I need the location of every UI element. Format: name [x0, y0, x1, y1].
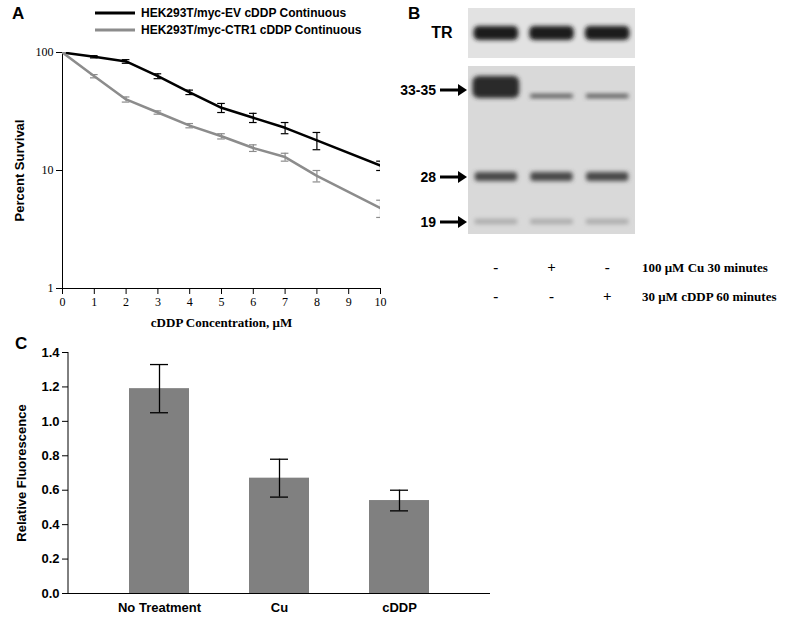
svg-text:7: 7 — [282, 295, 288, 309]
svg-text:1: 1 — [91, 295, 97, 309]
html-text:C: C — [15, 334, 28, 353]
svg-text:cDDP: cDDP — [382, 600, 417, 615]
svg-text:0.4: 0.4 — [41, 517, 60, 532]
svg-text:100: 100 — [36, 45, 54, 59]
svg-text:9: 9 — [346, 295, 352, 309]
svg-text:Percent Survival: Percent Survival — [12, 120, 27, 222]
html-text:HEK293T/myc-CTR1 cDDP Continuo: HEK293T/myc-CTR1 cDDP Continuous — [141, 22, 362, 37]
svg-text:1.2: 1.2 — [41, 379, 59, 394]
html-text:B: B — [408, 4, 421, 23]
svg-text:2: 2 — [123, 295, 129, 309]
svg-text:Cu: Cu — [271, 600, 288, 615]
svg-text:+: + — [547, 259, 556, 275]
svg-text:0.0: 0.0 — [41, 586, 59, 601]
svg-text:5: 5 — [219, 295, 225, 309]
svg-text:No Treatment: No Treatment — [118, 600, 202, 615]
svg-text:-: - — [493, 259, 498, 275]
svg-text:10: 10 — [42, 163, 54, 177]
svg-text:19: 19 — [420, 214, 436, 230]
svg-text:1.0: 1.0 — [41, 414, 59, 429]
svg-text:6: 6 — [250, 295, 256, 309]
svg-text:-: - — [549, 288, 554, 304]
svg-text:1.4: 1.4 — [41, 345, 60, 360]
svg-text:3: 3 — [155, 295, 161, 309]
svg-text:-: - — [605, 259, 610, 275]
svg-text:33-35: 33-35 — [400, 82, 436, 98]
svg-text:4: 4 — [187, 295, 193, 309]
html-text:A: A — [12, 4, 25, 23]
svg-text:-: - — [493, 288, 498, 304]
svg-text:1: 1 — [48, 281, 54, 295]
svg-text:10: 10 — [375, 295, 387, 309]
html-text:HEK293T/myc-EV cDDP Continuous: HEK293T/myc-EV cDDP Continuous — [141, 5, 347, 20]
svg-text:0.8: 0.8 — [41, 448, 59, 463]
svg-text:Relative Fluorescence: Relative Fluorescence — [14, 404, 29, 541]
svg-text:+: + — [603, 288, 612, 304]
svg-text:0.2: 0.2 — [41, 551, 59, 566]
svg-text:30 μM cDDP 60 minutes: 30 μM cDDP 60 minutes — [642, 289, 776, 304]
svg-text:TR: TR — [431, 24, 453, 41]
svg-text:0.6: 0.6 — [41, 482, 59, 497]
svg-text:0: 0 — [60, 295, 66, 309]
svg-text:8: 8 — [314, 295, 320, 309]
svg-text:100 μM Cu 30 minutes: 100 μM Cu 30 minutes — [642, 260, 768, 275]
svg-text:cDDP Concentration, μM: cDDP Concentration, μM — [151, 315, 292, 330]
svg-text:28: 28 — [420, 169, 436, 185]
